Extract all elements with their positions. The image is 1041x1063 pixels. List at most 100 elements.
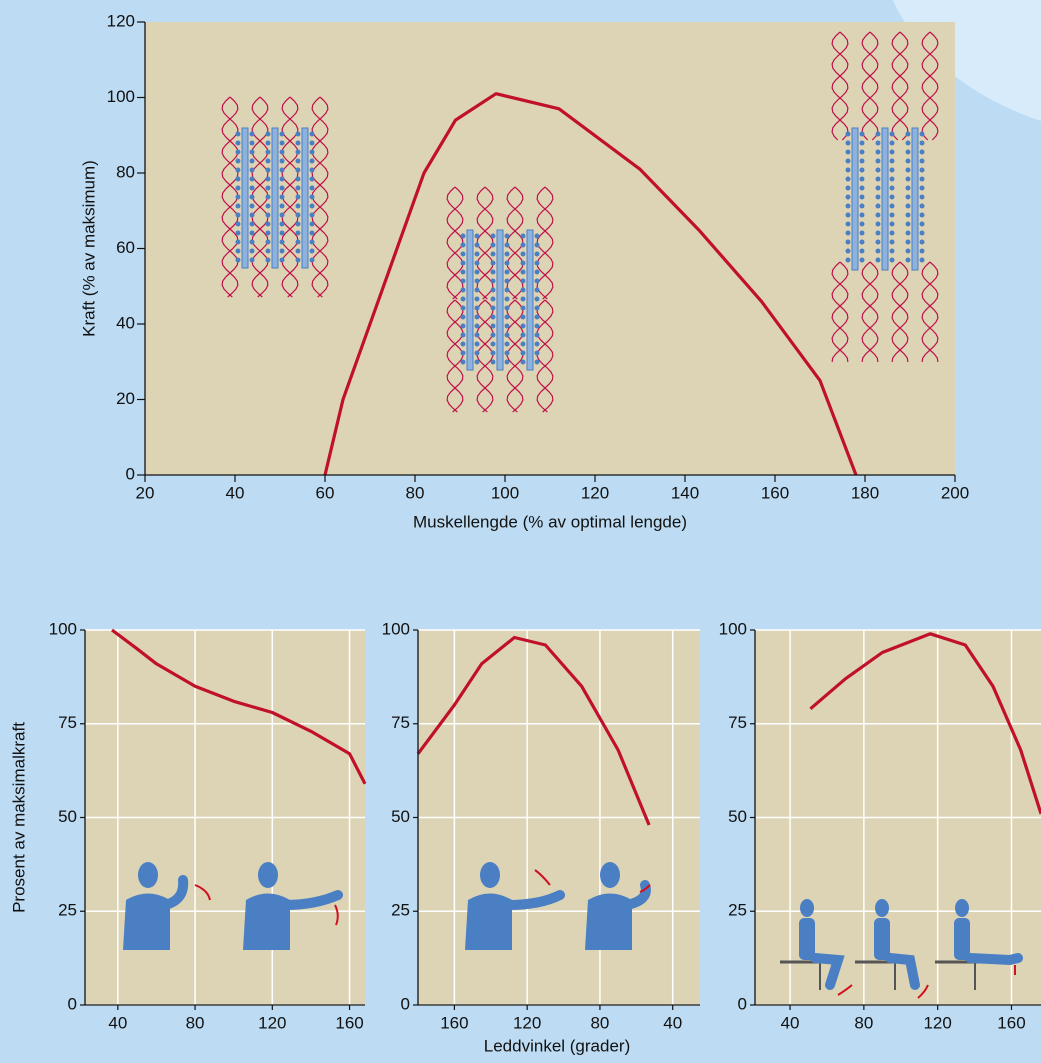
myosin-head bbox=[491, 342, 496, 347]
myosin-head bbox=[475, 306, 480, 311]
myosin-head bbox=[846, 249, 851, 254]
myosin-head bbox=[280, 168, 285, 173]
myosin-head bbox=[920, 240, 925, 245]
x-tick-label: 80 bbox=[854, 1013, 873, 1032]
myosin-head bbox=[296, 132, 301, 137]
y-tick-label: 50 bbox=[391, 807, 410, 826]
myosin-head bbox=[475, 360, 480, 365]
myosin-head bbox=[250, 249, 255, 254]
myosin-head bbox=[505, 315, 510, 320]
myosin-head bbox=[890, 159, 895, 164]
myosin-head bbox=[250, 141, 255, 146]
myosin-head bbox=[236, 231, 241, 236]
myosin-head bbox=[280, 258, 285, 263]
y-axis-label: Prosent av maksimalkraft bbox=[9, 722, 28, 913]
myosin-head bbox=[266, 240, 271, 245]
myosin-head bbox=[521, 333, 526, 338]
myosin-head bbox=[266, 168, 271, 173]
myosin-head bbox=[236, 222, 241, 227]
myosin-head bbox=[475, 252, 480, 257]
myosin-head bbox=[296, 177, 301, 182]
myosin-head bbox=[280, 213, 285, 218]
myosin-head bbox=[846, 177, 851, 182]
myosin-head bbox=[461, 297, 466, 302]
myosin-head bbox=[505, 306, 510, 311]
myosin-head bbox=[310, 231, 315, 236]
x-tick-label: 160 bbox=[440, 1013, 468, 1032]
figure-head bbox=[138, 862, 158, 888]
myosin-head bbox=[876, 168, 881, 173]
x-tick-label: 80 bbox=[406, 483, 425, 502]
myosin-head bbox=[236, 213, 241, 218]
myosin-head bbox=[860, 240, 865, 245]
myosin-head bbox=[920, 132, 925, 137]
myosin-head bbox=[860, 249, 865, 254]
myosin-head bbox=[491, 279, 496, 284]
x-tick-label: 120 bbox=[581, 483, 609, 502]
myosin-head bbox=[860, 141, 865, 146]
myosin-head bbox=[475, 243, 480, 248]
thick-filament bbox=[912, 128, 918, 270]
myosin-head bbox=[535, 279, 540, 284]
myosin-head bbox=[491, 261, 496, 266]
myosin-head bbox=[890, 249, 895, 254]
thick-filament bbox=[852, 128, 858, 270]
myosin-head bbox=[521, 360, 526, 365]
y-axis-label: Kraft (% av maksimum) bbox=[79, 160, 98, 337]
myosin-head bbox=[890, 141, 895, 146]
myosin-head bbox=[505, 324, 510, 329]
myosin-head bbox=[876, 231, 881, 236]
myosin-head bbox=[535, 315, 540, 320]
myosin-head bbox=[280, 249, 285, 254]
myosin-head bbox=[876, 249, 881, 254]
myosin-head bbox=[296, 168, 301, 173]
y-tick-label: 100 bbox=[719, 619, 747, 638]
myosin-head bbox=[296, 141, 301, 146]
y-tick-label: 75 bbox=[58, 713, 77, 732]
myosin-head bbox=[890, 222, 895, 227]
y-tick-label: 80 bbox=[116, 162, 135, 181]
myosin-head bbox=[860, 177, 865, 182]
myosin-head bbox=[906, 168, 911, 173]
myosin-head bbox=[461, 351, 466, 356]
myosin-head bbox=[491, 360, 496, 365]
myosin-head bbox=[890, 213, 895, 218]
myosin-head bbox=[535, 360, 540, 365]
myosin-head bbox=[296, 150, 301, 155]
myosin-head bbox=[876, 159, 881, 164]
myosin-head bbox=[521, 315, 526, 320]
myosin-head bbox=[236, 204, 241, 209]
x-tick-label: 60 bbox=[316, 483, 335, 502]
myosin-head bbox=[236, 141, 241, 146]
myosin-head bbox=[236, 186, 241, 191]
myosin-head bbox=[890, 168, 895, 173]
myosin-head bbox=[461, 342, 466, 347]
y-tick-label: 25 bbox=[391, 901, 410, 920]
figure-arm bbox=[970, 958, 1018, 960]
myosin-head bbox=[280, 141, 285, 146]
myosin-head bbox=[250, 231, 255, 236]
myosin-head bbox=[846, 150, 851, 155]
myosin-head bbox=[310, 249, 315, 254]
myosin-head bbox=[280, 177, 285, 182]
myosin-head bbox=[280, 240, 285, 245]
myosin-head bbox=[846, 168, 851, 173]
x-tick-label: 40 bbox=[108, 1013, 127, 1032]
myosin-head bbox=[906, 195, 911, 200]
x-tick-label: 120 bbox=[513, 1013, 541, 1032]
myosin-head bbox=[461, 315, 466, 320]
myosin-head bbox=[475, 297, 480, 302]
myosin-head bbox=[461, 324, 466, 329]
myosin-head bbox=[535, 306, 540, 311]
myosin-head bbox=[535, 243, 540, 248]
myosin-head bbox=[266, 132, 271, 137]
x-tick-label: 160 bbox=[335, 1013, 363, 1032]
x-tick-label: 80 bbox=[186, 1013, 205, 1032]
myosin-head bbox=[846, 240, 851, 245]
myosin-head bbox=[491, 324, 496, 329]
myosin-head bbox=[920, 168, 925, 173]
myosin-head bbox=[860, 258, 865, 263]
myosin-head bbox=[280, 186, 285, 191]
myosin-head bbox=[876, 222, 881, 227]
myosin-head bbox=[535, 333, 540, 338]
